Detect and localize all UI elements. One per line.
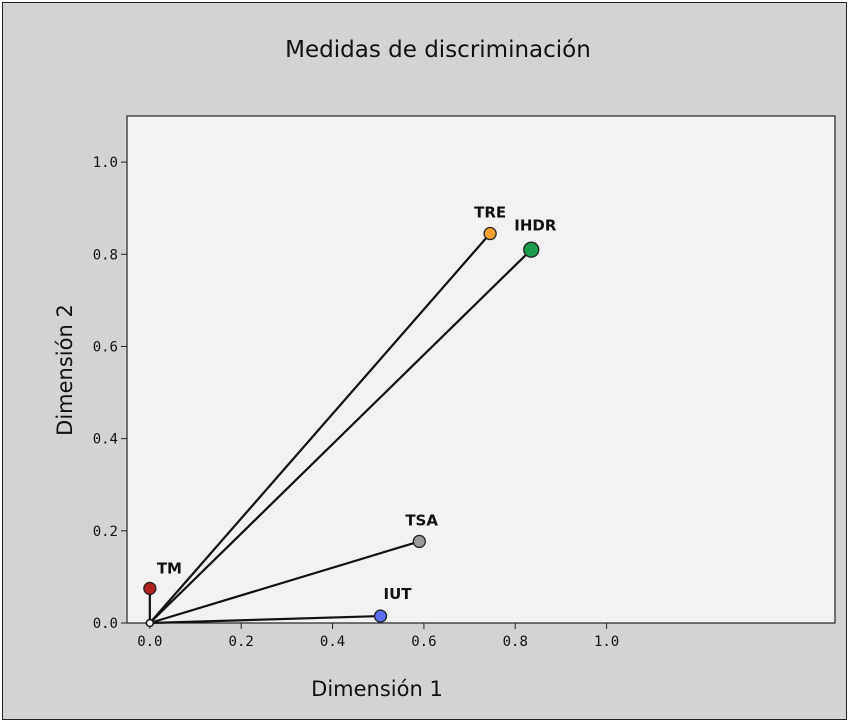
point-ihdr: [523, 241, 540, 258]
point-iut: [373, 609, 388, 623]
y-tick-label: 0.2: [93, 524, 118, 540]
y-tick-label: 0.8: [93, 247, 118, 263]
chart-title: Medidas de discriminación: [285, 37, 591, 63]
x-tick-label: 0.4: [320, 634, 345, 650]
x-tick-label: 0.2: [229, 634, 254, 650]
vector-line-tre: [149, 232, 491, 624]
y-tick-label: 0.6: [93, 339, 118, 355]
y-axis-title: Dimensión 2: [53, 304, 77, 436]
vector-line-iut: [149, 614, 381, 625]
point-tsa: [412, 534, 426, 549]
y-tick-label: 0.0: [93, 616, 118, 632]
plot-area: [126, 115, 836, 624]
point-tm: [143, 581, 157, 596]
point-label-tre: TRE: [474, 204, 506, 222]
x-tick-label: 1.0: [594, 634, 619, 650]
x-tick-label: 0.6: [411, 634, 436, 650]
vectors: [148, 232, 533, 625]
y-tick-label: 0.4: [93, 432, 118, 448]
x-tick-label: 0.8: [503, 634, 528, 650]
point-label-ihdr: IHDR: [514, 217, 557, 235]
axes: 0.0 0.2 0.4 0.6 0.8 1.0 0.0 0.2 0.4 0.6 0.8 1.0: [93, 155, 620, 650]
point-tre: [483, 226, 497, 241]
x-axis-title: Dimensión 1: [311, 677, 443, 701]
x-tick-label: 0.0: [137, 634, 162, 650]
vector-line-tsa: [149, 540, 420, 625]
point-label-tm: TM: [157, 559, 182, 577]
origin-marker: [145, 618, 155, 628]
y-tick-label: 1.0: [93, 155, 118, 171]
point-label-tsa: TSA: [405, 511, 438, 529]
point-label-iut: IUT: [384, 585, 413, 603]
points: TRE IHDR TSA TM IUT: [143, 204, 557, 628]
vector-line-ihdr: [149, 248, 533, 624]
